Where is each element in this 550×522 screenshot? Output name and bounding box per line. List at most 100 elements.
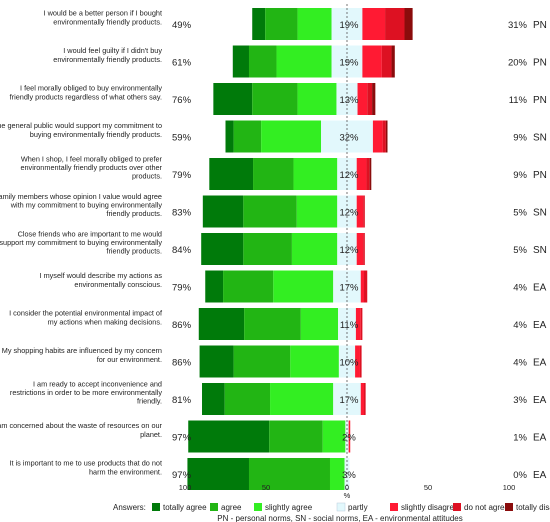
statement-line: Close friends who are important to me wo… [18, 229, 162, 238]
statement-line: restrictions in order to be more environ… [10, 388, 162, 397]
norm-code: SN [533, 245, 547, 256]
bar-segment-totally-agree [202, 383, 225, 415]
bar-segment-totally-agree [202, 195, 244, 228]
legend-label: agree [221, 503, 242, 512]
legend-swatch [210, 503, 218, 511]
x-tick-label: 50 [424, 483, 432, 492]
statement-label: Family members whose opinion I value wou… [0, 192, 162, 218]
disagree-percent: 5% [513, 208, 527, 219]
statement-line: My shopping habits are influenced by my … [2, 346, 162, 355]
bar-segment-partly [336, 83, 358, 115]
neutral-percent: 12% [339, 208, 359, 219]
statement-label: It is important to me to use products th… [9, 459, 162, 477]
statement-label: I am ready to accept inconvenience and re… [10, 379, 162, 405]
neutral-percent: 19% [339, 58, 359, 69]
neutral-percent: 17% [339, 283, 359, 294]
norm-code: PN [533, 20, 547, 31]
statement-line: It is important to me to use products th… [9, 459, 162, 468]
bar-segment-slightly-agree [297, 8, 332, 40]
disagree-percent: 9% [513, 133, 527, 144]
bar-segment-slightly-disagree [348, 420, 351, 453]
statement-line: I consider the potential environmental i… [9, 309, 163, 318]
bar-segment-slightly-agree [261, 120, 322, 153]
bar-segment-do-not-agree [385, 8, 405, 40]
norm-code: EA [533, 283, 547, 294]
bar-segment-agree [244, 308, 301, 340]
bar-segment-totally-agree [213, 83, 253, 115]
statement-line: environmentally conscious. [74, 280, 162, 289]
norm-code: PN [533, 58, 547, 69]
bar-segment-do-not-agree [381, 45, 392, 78]
disagree-percent: 11% [509, 95, 528, 106]
norm-code: EA [533, 433, 547, 444]
bar-segment-totally-agree [232, 45, 249, 78]
bar-segment-agree [243, 195, 297, 228]
bar-segment-do-not-agree [360, 308, 363, 340]
bar-segment-totally-disagree [372, 83, 376, 115]
norm-code: EA [533, 320, 547, 331]
bar-segment-do-not-agree [363, 195, 365, 228]
neutral-percent: 11% [340, 320, 359, 331]
bar-segment-do-not-agree [364, 270, 368, 303]
legend-swatch [336, 502, 346, 512]
statement-line: products. [132, 172, 162, 181]
bar-segment-agree [243, 233, 292, 265]
bar-segment-totally-agree [198, 308, 245, 340]
neutral-percent: 3% [342, 470, 356, 481]
bar-segment-slightly-disagree [356, 233, 364, 265]
statement-line: with my commitment to buying environment… [10, 201, 163, 210]
agree-percent: 86% [172, 358, 192, 369]
x-tick-label: 0 [345, 483, 349, 492]
bar-segment-agree [248, 45, 277, 78]
neutral-percent: 2% [342, 433, 356, 444]
bar-segment-agree [252, 83, 298, 115]
disagree-percent: 20% [508, 58, 528, 69]
agree-percent: 86% [172, 320, 192, 331]
legend-swatch [453, 503, 461, 511]
bar-segment-do-not-agree [382, 120, 386, 153]
agree-percent: 84% [172, 245, 192, 256]
bar-segment-partly [344, 458, 350, 490]
bar-segment-slightly-disagree [362, 8, 386, 40]
statement-line: I would feel guilty if I didn't buy [63, 46, 162, 55]
statement-line: buying environmentally friendly products… [30, 130, 162, 139]
norm-code: SN [533, 208, 547, 219]
statement-line: environmentally friendly products. [53, 17, 162, 26]
bar-segment-do-not-agree [363, 233, 365, 265]
bar-segment-totally-agree [188, 420, 270, 453]
legend-label: slightly agree [265, 503, 313, 512]
legend-label: slightly disagree [401, 503, 459, 512]
bar-segment-totally-agree [225, 120, 234, 153]
statement-label: The general public would support my comm… [0, 121, 162, 139]
statement-line: friendly. [137, 397, 162, 406]
bar-segment-slightly-disagree [355, 345, 360, 378]
x-tick-label: 50 [262, 483, 270, 492]
statement-label: I feel morally obliged to buy environmen… [10, 84, 163, 102]
disagree-percent: 4% [513, 283, 527, 294]
agree-percent: 79% [172, 170, 192, 181]
bar-segment-slightly-agree [290, 345, 339, 378]
norm-code: PN [533, 170, 547, 181]
legend-swatch [390, 503, 398, 511]
disagree-percent: 5% [513, 245, 527, 256]
agree-percent: 79% [172, 283, 192, 294]
x-axis: 100 50 0 50 100% [179, 4, 516, 500]
bar-segment-slightly-disagree [356, 158, 367, 190]
disagree-percent: 0% [513, 470, 527, 481]
bar-segment-do-not-agree [359, 345, 362, 378]
x-tick-label: 100 [503, 483, 516, 492]
bar-segment-slightly-agree [273, 270, 334, 303]
legend: Answers: totally agree agree slightly agree… [113, 502, 550, 522]
neutral-percent: 13% [339, 95, 359, 106]
agree-percent: 81% [172, 395, 192, 406]
legend-label: totally disagree [516, 503, 550, 512]
bar-segment-totally-disagree [385, 120, 388, 153]
bar-segment-slightly-agree [293, 158, 338, 190]
agree-percent: 76% [172, 95, 192, 106]
legend-swatch [505, 503, 513, 511]
statement-label: I would be a better person if I bought en… [44, 9, 162, 27]
statement-line: I feel morally obliged to buy environmen… [20, 84, 162, 93]
bar-segment-agree [223, 270, 274, 303]
norm-code: EA [533, 358, 547, 369]
